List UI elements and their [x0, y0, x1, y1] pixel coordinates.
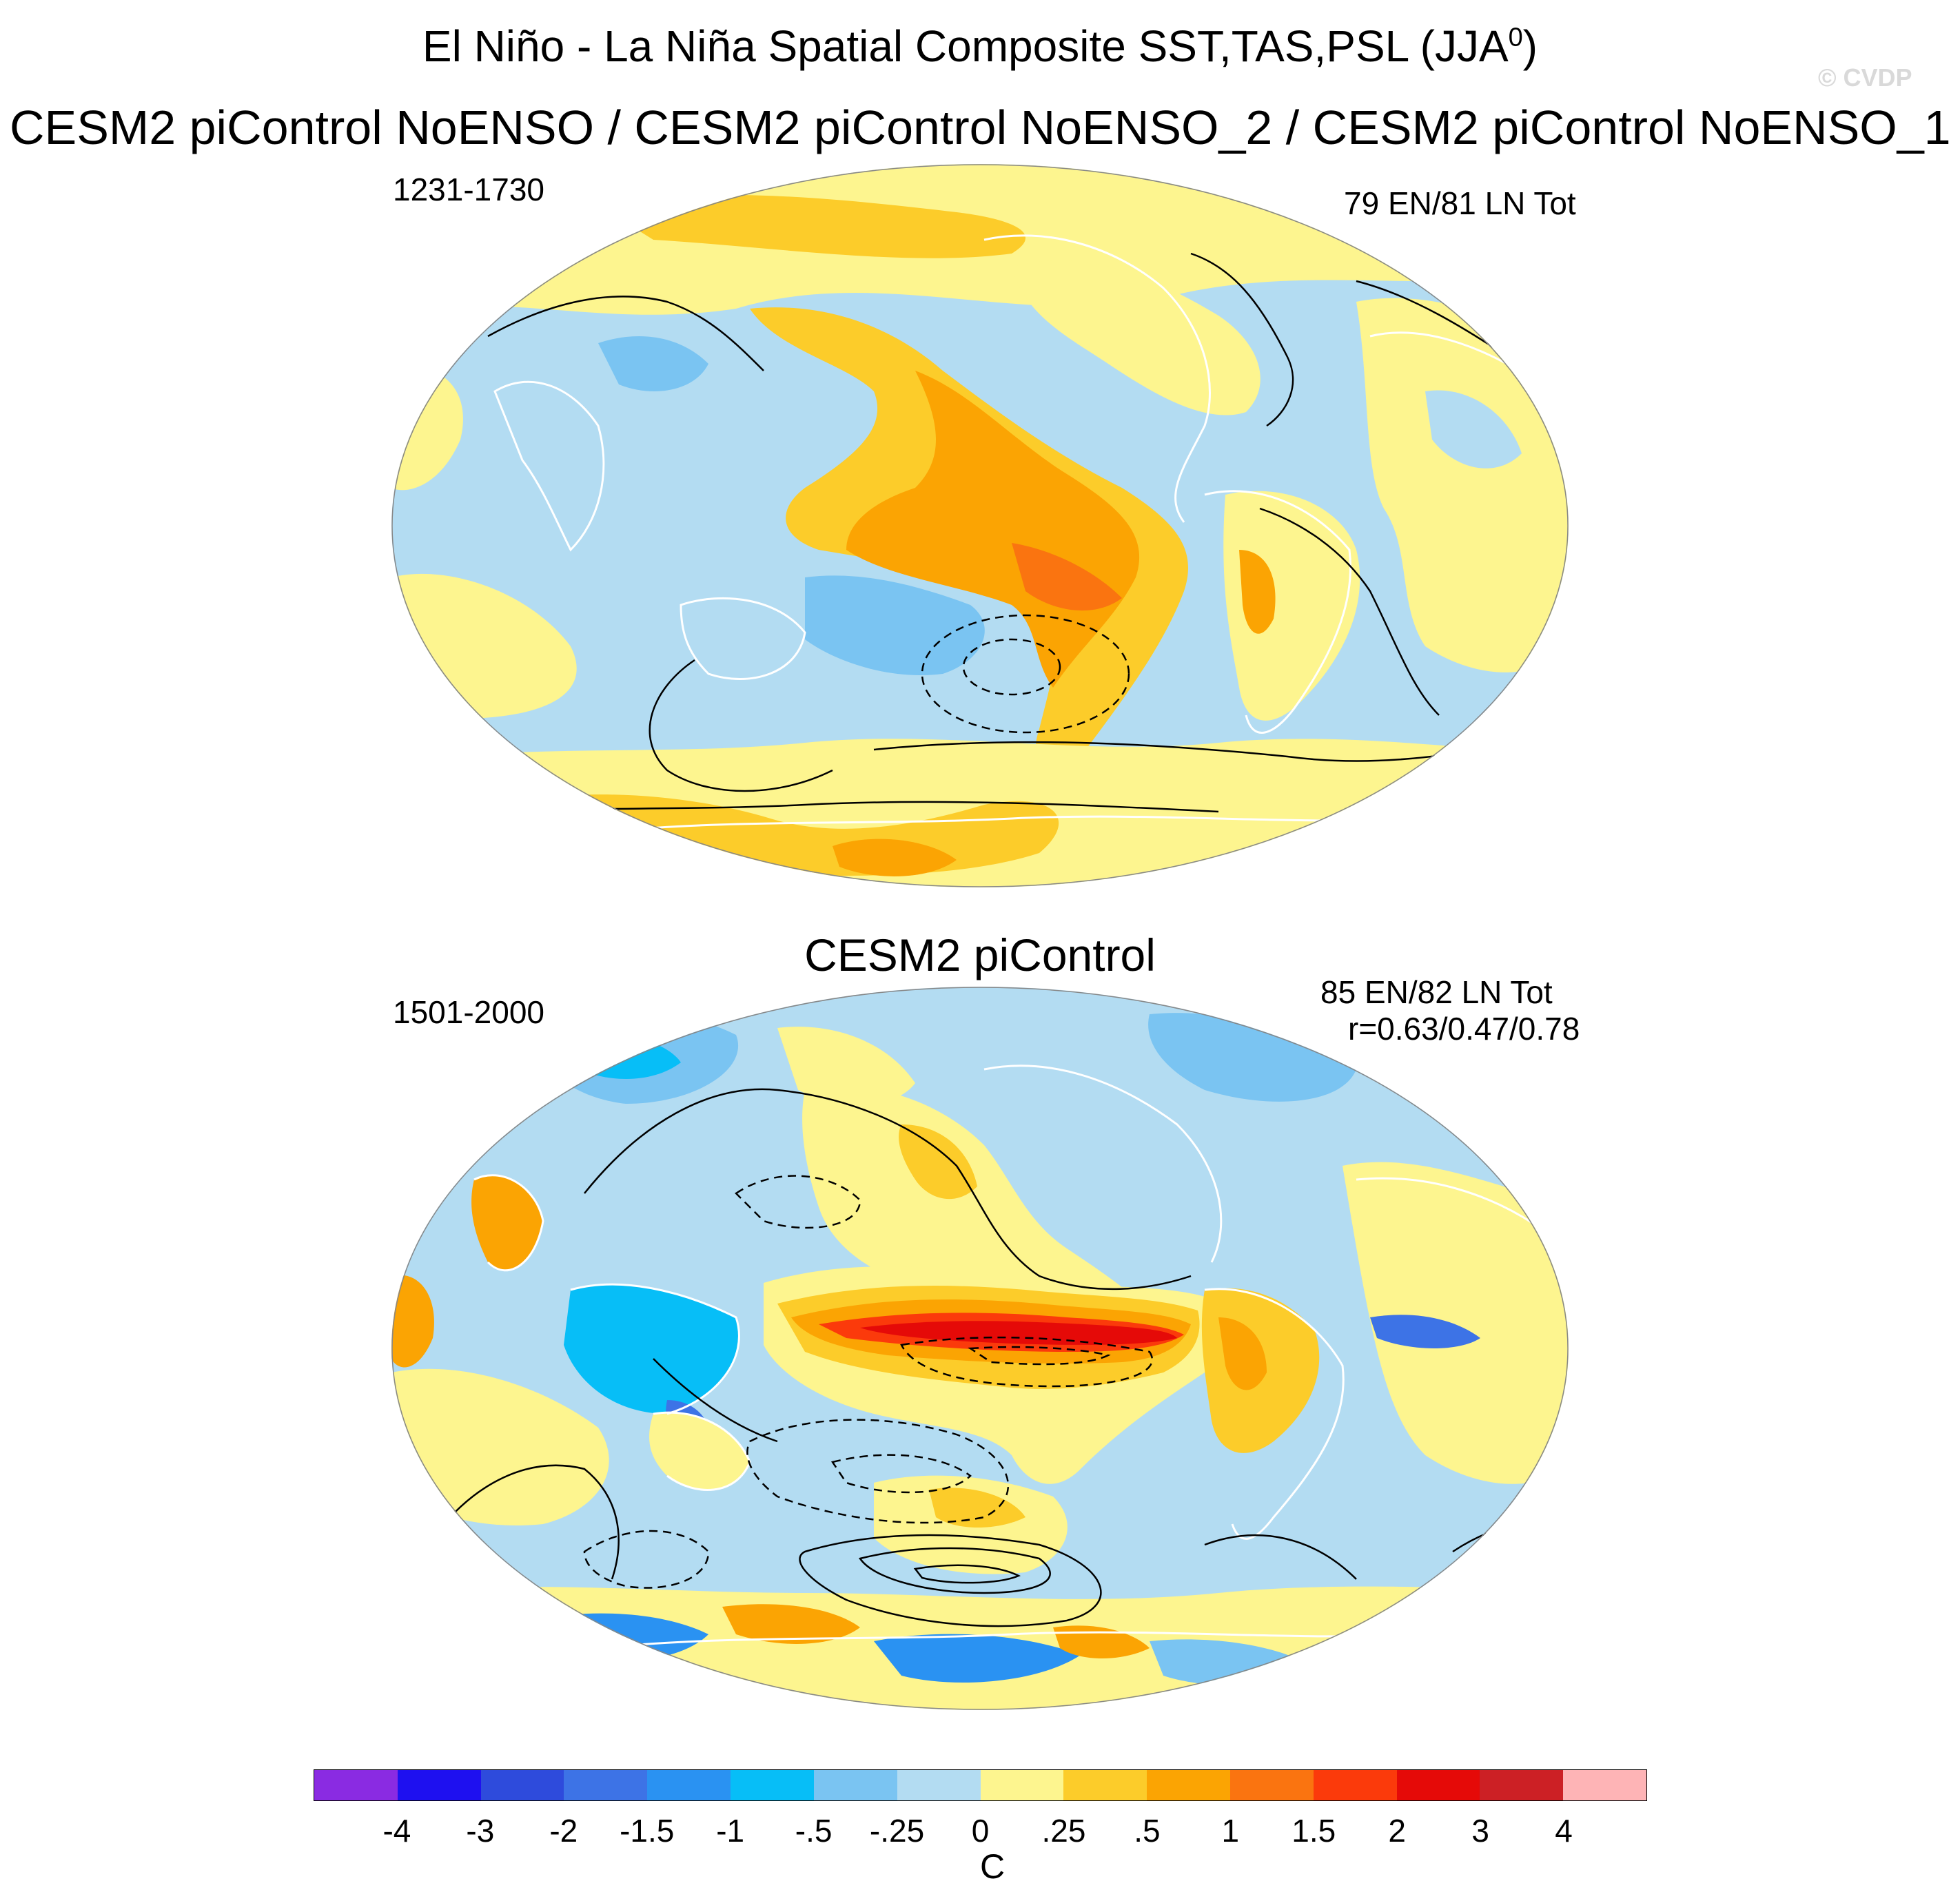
panel1-map	[391, 164, 1569, 887]
colorbar-swatch	[1563, 1770, 1646, 1800]
colorbar	[314, 1769, 1647, 1801]
main-title: El Niño - La Niña Spatial Composite SST,…	[0, 21, 1960, 72]
colorbar-swatch	[897, 1770, 981, 1800]
main-title-suffix: )	[1522, 21, 1538, 71]
colorbar-tick-label: -4	[382, 1813, 411, 1849]
colorbar-swatch	[1313, 1770, 1397, 1800]
colorbar-swatch	[1480, 1770, 1564, 1800]
cvdp-watermark: © CVDP	[1818, 63, 1912, 92]
colorbar-tick-label: -3	[466, 1813, 495, 1849]
colorbar-swatch	[397, 1770, 481, 1800]
colorbar-tick-label: .5	[1134, 1813, 1161, 1849]
colorbar-tick-label: -.25	[869, 1813, 925, 1849]
colorbar-tick-label: 0	[971, 1813, 990, 1849]
colorbar-swatch	[314, 1770, 398, 1800]
panel2-pattern-correlation: r=0.63/0.47/0.78	[1348, 1011, 1580, 1047]
colorbar-tick-label: -1	[716, 1813, 745, 1849]
colorbar-tick-label: 4	[1555, 1813, 1573, 1849]
colorbar-swatch	[1063, 1770, 1147, 1800]
panel2-period: 1501-2000	[393, 994, 544, 1030]
colorbar-tick-label: -1.5	[620, 1813, 675, 1849]
colorbar-swatch	[731, 1770, 814, 1800]
colorbar-tick-label: 2	[1388, 1813, 1406, 1849]
colorbar-tick-label: -2	[549, 1813, 578, 1849]
colorbar-swatch	[1229, 1770, 1314, 1800]
colorbar-tick-label: 3	[1471, 1813, 1489, 1849]
colorbar-swatch	[1147, 1770, 1230, 1800]
panel1-period: 1231-1730	[393, 172, 544, 207]
colorbar-tick-label: 1	[1221, 1813, 1240, 1849]
colorbar-swatch	[647, 1770, 731, 1800]
colorbar-tick-label: 1.5	[1292, 1813, 1336, 1849]
panel2-title: CESM2 piControl	[804, 929, 1156, 980]
colorbar-tick-label: -.5	[795, 1813, 833, 1849]
colorbar-swatch	[1396, 1770, 1480, 1800]
colorbar-swatch	[564, 1770, 648, 1800]
main-title-text: El Niño - La Niña Spatial Composite SST,…	[422, 21, 1509, 71]
colorbar-swatch	[480, 1770, 564, 1800]
panel2-map	[391, 987, 1569, 1710]
colorbar-swatch	[813, 1770, 897, 1800]
colorbar-swatch	[980, 1770, 1064, 1800]
panel1-event-count: 79 EN/81 LN Tot	[1344, 185, 1576, 221]
panel2-event-count: 85 EN/82 LN Tot	[1320, 974, 1553, 1010]
panel1-title: CESM2 piControl NoENSO / CESM2 piControl…	[10, 101, 1951, 154]
colorbar-tick-label: .25	[1041, 1813, 1086, 1849]
colorbar-units: C	[980, 1847, 1005, 1886]
main-title-superscript: 0	[1508, 23, 1523, 52]
